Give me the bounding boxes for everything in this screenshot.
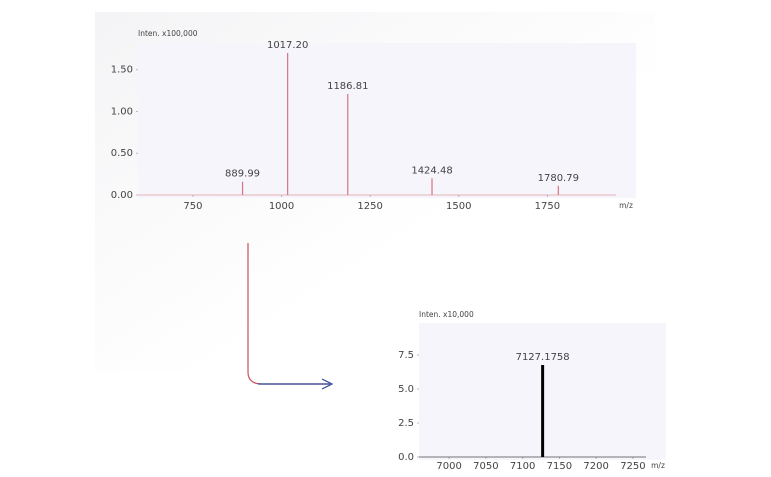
arrow-head	[321, 378, 334, 390]
x-tick-label: 1250	[357, 201, 382, 212]
y-tick-label: 0.00	[111, 190, 133, 201]
x-axis-label: m/z	[619, 201, 633, 210]
x-tick-label: 7250	[620, 461, 645, 472]
y-axis-label: Inten. x100,000	[138, 29, 198, 38]
x-tick-label: 7050	[473, 461, 498, 472]
peak-label: 1780.79	[538, 173, 579, 184]
x-tick-label: 7200	[583, 461, 608, 472]
x-tick-label: 7000	[436, 461, 461, 472]
y-tick-label: 1.00	[111, 106, 133, 117]
x-tick-label: 1750	[535, 201, 560, 212]
x-axis-label: m/z	[651, 461, 665, 470]
peak-label: 1424.48	[411, 165, 452, 176]
x-tick-label: 7150	[547, 461, 572, 472]
x-tick-label: 1500	[446, 201, 471, 212]
plot-area	[138, 43, 636, 198]
x-tick-label: 750	[183, 201, 202, 212]
peak-label: 1017.20	[267, 40, 308, 51]
y-axis-label: Inten. x10,000	[419, 310, 474, 319]
y-tick-label: 0.50	[111, 148, 133, 159]
y-tick-label: 0.0	[398, 452, 414, 463]
y-tick-label: 7.5	[398, 350, 414, 361]
y-tick-label: 5.0	[398, 384, 414, 395]
peak-label: 889.99	[225, 169, 260, 180]
peak-label: 7127.1758	[516, 352, 570, 363]
y-tick-label: 1.50	[111, 65, 133, 76]
x-tick-label: 7100	[510, 461, 535, 472]
peak-label: 1186.81	[327, 81, 368, 92]
y-tick-label: 2.5	[398, 418, 414, 429]
x-tick-label: 1000	[269, 201, 294, 212]
